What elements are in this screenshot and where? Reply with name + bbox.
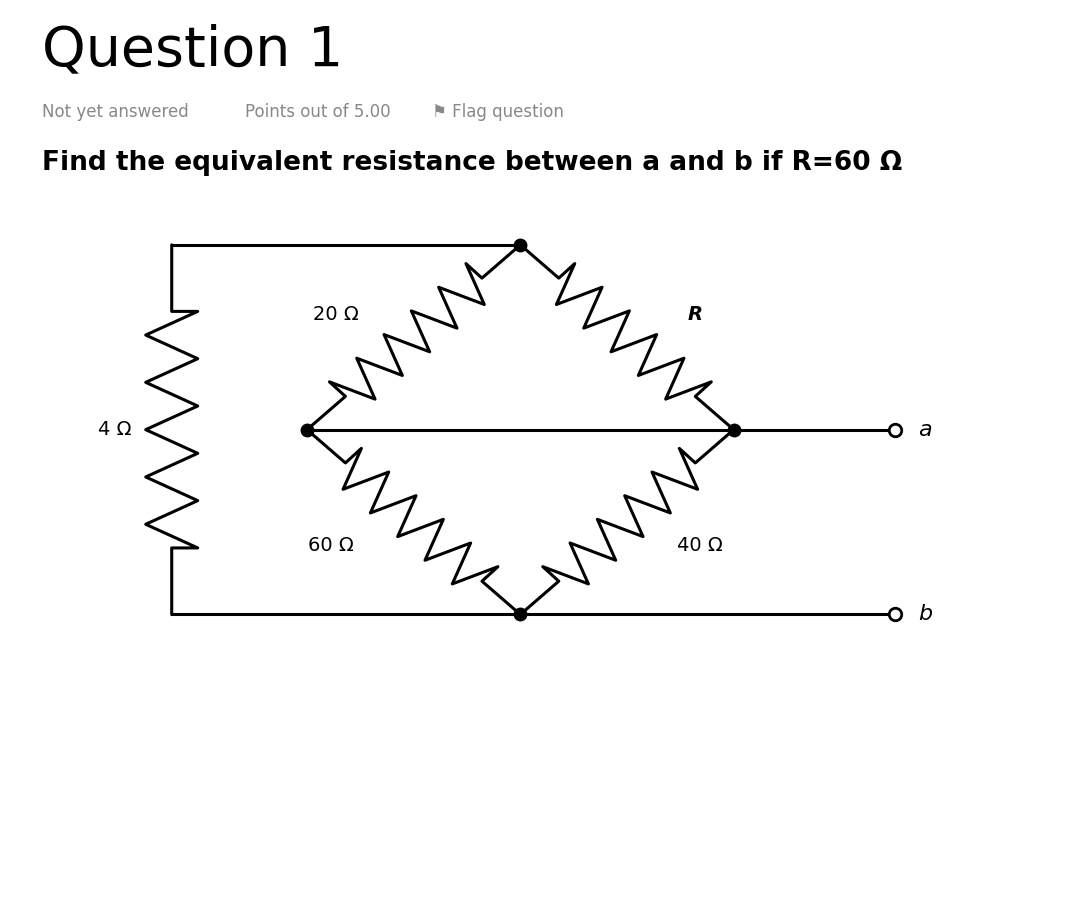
Text: 60 Ω: 60 Ω [307,536,353,554]
Text: 20 Ω: 20 Ω [313,305,359,323]
Text: ⚑ Flag question: ⚑ Flag question [432,103,564,121]
Text: Find the equivalent resistance between a and b if R=60 Ω: Find the equivalent resistance between a… [41,150,901,176]
Text: 4 Ω: 4 Ω [98,420,131,439]
Text: 40 Ω: 40 Ω [677,536,723,554]
Text: Question 1: Question 1 [41,23,343,77]
Text: Points out of 5.00: Points out of 5.00 [244,103,390,121]
Text: R: R [687,305,702,323]
Text: Not yet answered: Not yet answered [41,103,189,121]
Text: b: b [918,604,932,625]
Text: a: a [918,419,932,440]
